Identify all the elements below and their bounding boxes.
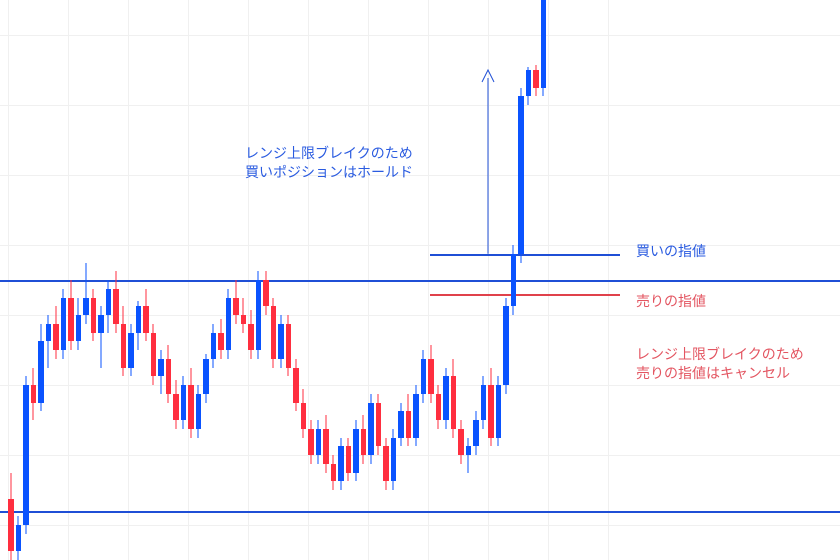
candle bbox=[481, 376, 487, 429]
candle bbox=[113, 271, 119, 332]
candle bbox=[263, 271, 269, 315]
candle bbox=[541, 0, 547, 96]
candle bbox=[233, 280, 239, 324]
candle bbox=[203, 354, 209, 403]
candle bbox=[458, 420, 464, 464]
candle bbox=[188, 368, 194, 438]
candle bbox=[518, 88, 524, 263]
candle bbox=[173, 380, 179, 429]
range_top-line bbox=[0, 280, 840, 282]
candle bbox=[256, 271, 262, 359]
candle bbox=[316, 420, 322, 464]
candle bbox=[443, 368, 449, 429]
candle bbox=[68, 280, 74, 350]
candle bbox=[428, 345, 434, 403]
candle bbox=[488, 368, 494, 447]
candle bbox=[53, 306, 59, 359]
candle bbox=[271, 298, 277, 368]
candle bbox=[38, 324, 44, 412]
candle bbox=[436, 385, 442, 429]
candle bbox=[533, 65, 539, 97]
candle bbox=[136, 301, 142, 350]
candle bbox=[466, 438, 472, 473]
candle bbox=[496, 376, 502, 446]
annotation-buy-limit: 買いの指値 bbox=[636, 242, 706, 262]
candle bbox=[293, 359, 299, 412]
candle bbox=[218, 319, 224, 359]
candle bbox=[31, 368, 37, 421]
candle bbox=[76, 298, 82, 351]
candle bbox=[8, 473, 14, 560]
candle bbox=[106, 280, 112, 333]
annotation-buy-limit-line-1: 買いの指値 bbox=[636, 242, 706, 262]
candle bbox=[143, 289, 149, 342]
candle bbox=[301, 389, 307, 438]
candle bbox=[391, 429, 397, 490]
candlestick-chart: レンジ上限ブレイクのため買いポジションはホールド買いの指値売りの指値レンジ上限ブ… bbox=[0, 0, 840, 560]
candle bbox=[151, 324, 157, 385]
candle bbox=[226, 289, 232, 359]
candle bbox=[421, 350, 427, 403]
candle bbox=[361, 415, 367, 464]
annotation-sell-limit-line-1: 売りの指値 bbox=[636, 292, 706, 312]
candle bbox=[511, 245, 517, 315]
candle bbox=[98, 306, 104, 367]
annotation-breakout-cancel: レンジ上限ブレイクのため売りの指値はキャンセル bbox=[636, 345, 804, 384]
candle bbox=[121, 306, 127, 376]
candle bbox=[368, 394, 374, 464]
candle bbox=[353, 420, 359, 481]
buy_limit-line bbox=[430, 254, 620, 256]
candle bbox=[83, 263, 89, 324]
candle bbox=[451, 359, 457, 438]
candle bbox=[181, 376, 187, 429]
candle bbox=[346, 438, 352, 482]
candle bbox=[413, 385, 419, 446]
candle bbox=[166, 345, 172, 403]
candle bbox=[473, 411, 479, 455]
candle bbox=[196, 385, 202, 438]
candle bbox=[286, 315, 292, 376]
candle bbox=[323, 415, 329, 473]
candle bbox=[503, 298, 509, 394]
annotation-breakout-hold: レンジ上限ブレイクのため買いポジションはホールド bbox=[245, 144, 413, 183]
candle bbox=[16, 516, 22, 560]
candle bbox=[406, 394, 412, 447]
candle bbox=[211, 324, 217, 368]
candle bbox=[376, 394, 382, 455]
candle bbox=[383, 438, 389, 491]
candle bbox=[61, 289, 67, 359]
candle bbox=[46, 315, 52, 368]
candle bbox=[308, 420, 314, 464]
candle bbox=[158, 350, 164, 394]
annotation-sell-limit: 売りの指値 bbox=[636, 292, 706, 312]
annotation-breakout-cancel-line-1: レンジ上限ブレイクのため bbox=[636, 345, 804, 365]
candle bbox=[248, 310, 254, 359]
annotation-breakout-hold-line-2: 買いポジションはホールド bbox=[245, 163, 413, 183]
candle bbox=[338, 438, 344, 491]
candle bbox=[398, 403, 404, 447]
candle bbox=[526, 67, 532, 106]
candle bbox=[331, 455, 337, 490]
candle bbox=[241, 298, 247, 333]
range_bottom-line bbox=[0, 511, 840, 513]
candle bbox=[91, 289, 97, 342]
sell_limit-line bbox=[430, 294, 620, 296]
candle bbox=[278, 315, 284, 368]
annotation-breakout-hold-line-1: レンジ上限ブレイクのため bbox=[245, 144, 413, 164]
annotation-breakout-cancel-line-2: 売りの指値はキャンセル bbox=[636, 364, 804, 384]
candle bbox=[128, 324, 134, 377]
candle bbox=[23, 376, 29, 534]
